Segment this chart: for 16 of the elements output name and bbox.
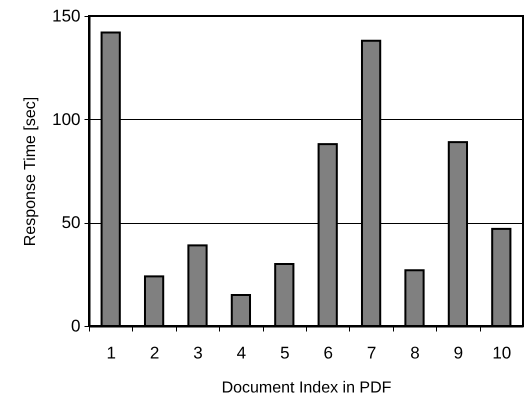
x-tick-label: 3 <box>193 344 203 362</box>
x-tick-label: 4 <box>236 344 246 362</box>
y-tick-label: 50 <box>62 213 80 232</box>
y-axis-title: Response Time [sec] <box>22 96 40 246</box>
x-tick-label: 7 <box>366 344 376 362</box>
x-axis-title: Document Index in PDF <box>222 380 392 396</box>
x-tick-label: 8 <box>410 344 420 362</box>
y-tick-label: 150 <box>52 6 80 26</box>
x-tick-label: 9 <box>454 344 464 362</box>
y-tick-label: 100 <box>52 110 80 129</box>
x-tick-label: 1 <box>106 344 116 362</box>
x-tick-label: 10 <box>492 344 512 362</box>
x-tick-label: 2 <box>150 344 160 362</box>
x-tick-label: 5 <box>280 344 290 362</box>
x-tick-label: 6 <box>323 344 333 362</box>
y-tick-label: 0 <box>71 316 80 336</box>
